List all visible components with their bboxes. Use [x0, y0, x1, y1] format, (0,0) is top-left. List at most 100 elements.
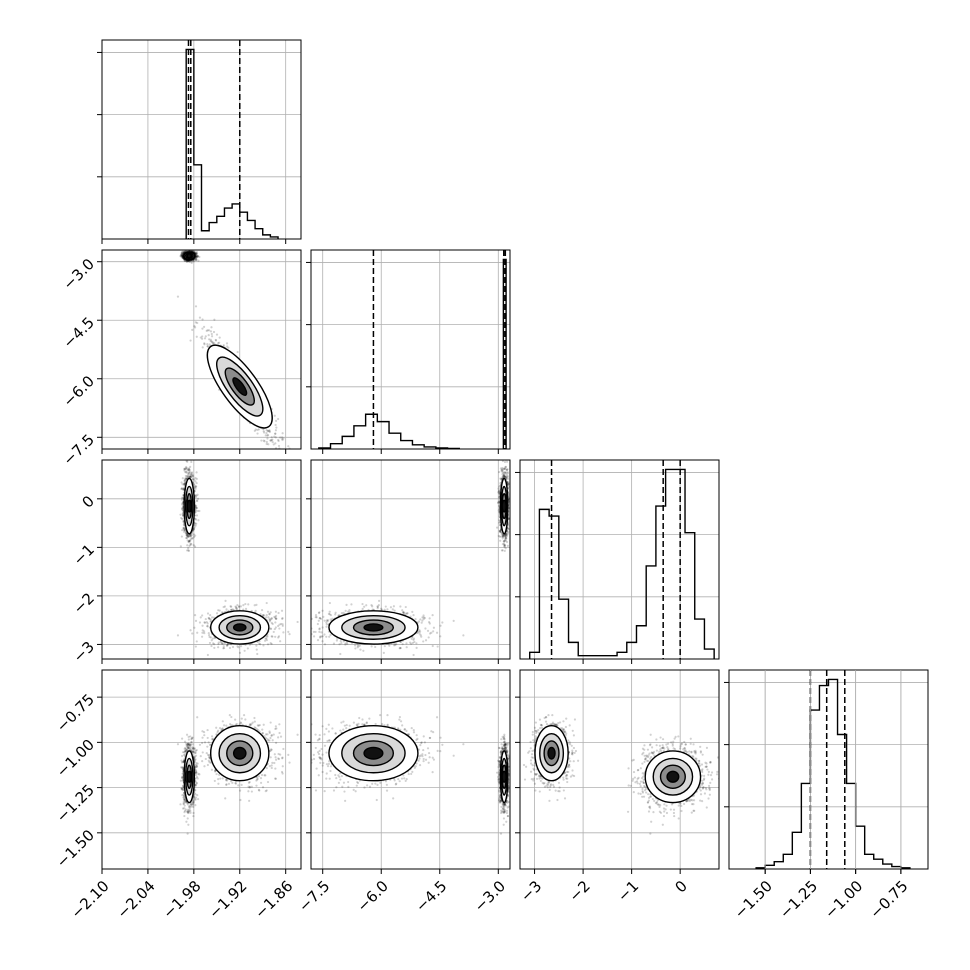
sample-point	[188, 475, 192, 478]
sample-point	[264, 616, 268, 619]
histogram-step	[529, 468, 715, 659]
sample-point	[194, 258, 197, 261]
sample-point	[198, 255, 201, 259]
sample-point	[185, 533, 188, 536]
sample-point	[195, 255, 198, 258]
sample-point	[187, 259, 190, 263]
sample-point	[194, 487, 197, 490]
sample-point	[212, 342, 215, 345]
sample-point	[194, 485, 198, 488]
sample-point	[185, 534, 188, 537]
sample-point	[206, 345, 209, 348]
sample-point	[180, 481, 183, 484]
sample-point	[193, 545, 197, 548]
sample-point	[192, 260, 195, 263]
sample-point	[265, 431, 268, 435]
sample-point	[218, 336, 221, 339]
sample-point	[260, 439, 263, 442]
sample-point	[240, 645, 243, 648]
sample-point	[255, 644, 258, 647]
sample-point	[183, 251, 186, 254]
sample-point	[269, 642, 272, 645]
sample-point	[234, 605, 237, 608]
sample-point	[181, 250, 184, 253]
sample-point	[194, 252, 197, 256]
sample-point	[205, 329, 208, 333]
scatter-panel-0-2: −3−2−10	[70, 459, 302, 666]
sample-point	[215, 333, 219, 336]
sample-point	[201, 327, 204, 330]
sample-point	[236, 603, 239, 607]
sample-point	[264, 434, 267, 437]
sample-point	[185, 475, 189, 478]
sample-point	[194, 253, 197, 256]
sample-point	[180, 254, 184, 257]
sample-point	[194, 255, 197, 258]
sample-point	[186, 460, 189, 463]
sample-point	[196, 254, 199, 257]
sample-point	[196, 321, 199, 325]
sample-point	[223, 642, 226, 645]
sample-point	[277, 624, 280, 628]
sample-point	[191, 250, 194, 253]
sample-point	[208, 635, 211, 639]
sample-point	[296, 482, 298, 484]
sample-point	[195, 256, 199, 259]
sample-point	[183, 259, 187, 262]
sample-point	[242, 604, 245, 607]
sample-point	[183, 250, 186, 253]
sample-point	[187, 540, 190, 544]
sample-point	[206, 329, 209, 332]
sample-point	[203, 621, 207, 624]
sample-point	[217, 609, 220, 612]
sample-point	[266, 434, 269, 437]
sample-point	[288, 633, 291, 636]
sample-point	[259, 612, 262, 616]
sample-point	[237, 605, 241, 608]
sample-point	[182, 256, 185, 259]
sample-point	[187, 549, 190, 553]
sample-point	[186, 468, 190, 471]
sample-point	[192, 544, 195, 547]
sample-point	[202, 630, 206, 633]
sample-point	[183, 468, 186, 471]
hist-panel-2	[515, 459, 720, 664]
sample-point	[203, 342, 206, 345]
sample-point	[194, 253, 197, 256]
sample-point	[181, 254, 184, 257]
sample-point	[268, 617, 271, 620]
sample-point	[194, 256, 198, 259]
sample-point	[188, 468, 191, 472]
sample-point	[206, 343, 209, 346]
sample-point	[194, 476, 197, 480]
sample-point	[184, 532, 187, 535]
sample-point	[226, 345, 229, 348]
sample-point	[256, 428, 259, 432]
sample-point	[226, 644, 229, 647]
sample-point	[230, 605, 233, 608]
sample-point	[222, 647, 225, 650]
sample-point	[192, 259, 195, 262]
panel-frame	[101, 249, 302, 450]
sample-point	[191, 632, 194, 635]
sample-point	[194, 506, 197, 509]
sample-point	[195, 494, 198, 497]
contour-level	[186, 253, 192, 259]
sample-point	[182, 520, 185, 523]
sample-point	[257, 428, 260, 431]
sample-point	[183, 478, 187, 481]
sample-point	[194, 252, 197, 256]
sample-point	[217, 341, 220, 345]
sample-point	[262, 430, 265, 433]
sample-point	[253, 429, 256, 432]
sample-point	[268, 430, 271, 434]
sample-point	[193, 251, 196, 254]
sample-point	[247, 603, 250, 606]
sample-point	[269, 618, 272, 621]
sample-point	[193, 251, 196, 254]
sample-point	[181, 488, 185, 491]
sample-point	[185, 471, 188, 474]
sample-point	[180, 255, 183, 258]
sample-point	[195, 335, 198, 338]
sample-point	[218, 341, 221, 344]
